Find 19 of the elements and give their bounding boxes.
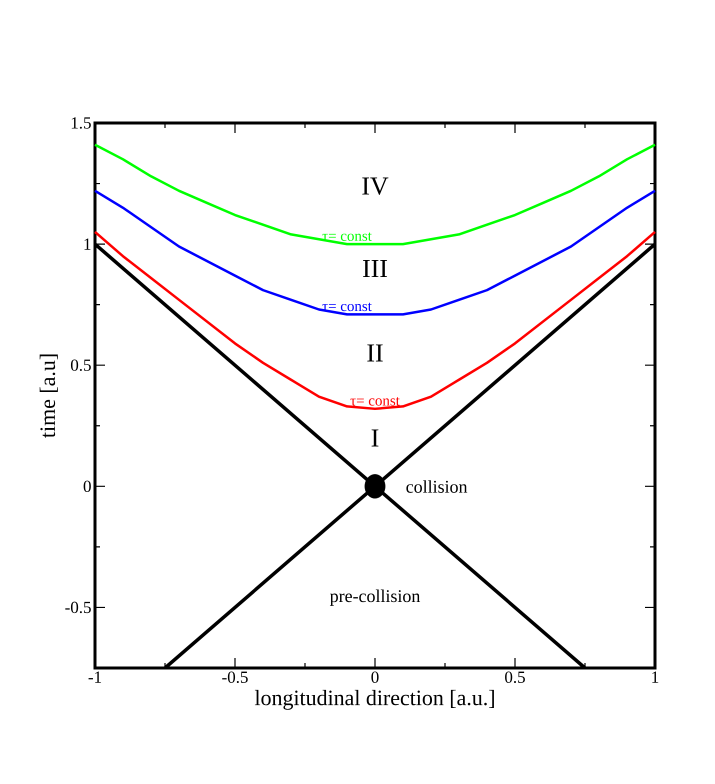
annotation: II [367,344,383,362]
annotation: IV [362,178,388,195]
y-axis-title: time [a.u] [40,354,58,438]
series-label: τ= const [350,397,400,406]
annotation: III [363,260,388,277]
x-tick-label: 1 [652,672,658,683]
annotation: pre-collision [330,590,420,606]
x-tick-label: 0 [371,672,379,683]
x-tick-label: 0.5 [505,672,525,684]
x-tick-label: -0.5 [222,672,248,684]
y-tick-label: 1 [84,238,90,250]
x-axis-title: longitudinal direction [a.u.] [254,690,494,710]
y-tick-label: -0.5 [65,602,91,614]
y-tick-label: 0.5 [70,359,91,371]
y-tick-label: 0 [84,480,91,492]
x-tick-label: -1 [88,672,102,683]
annotation: I [372,430,378,446]
annotation: collision [406,480,468,493]
y-tick-label: 1.5 [72,117,91,129]
